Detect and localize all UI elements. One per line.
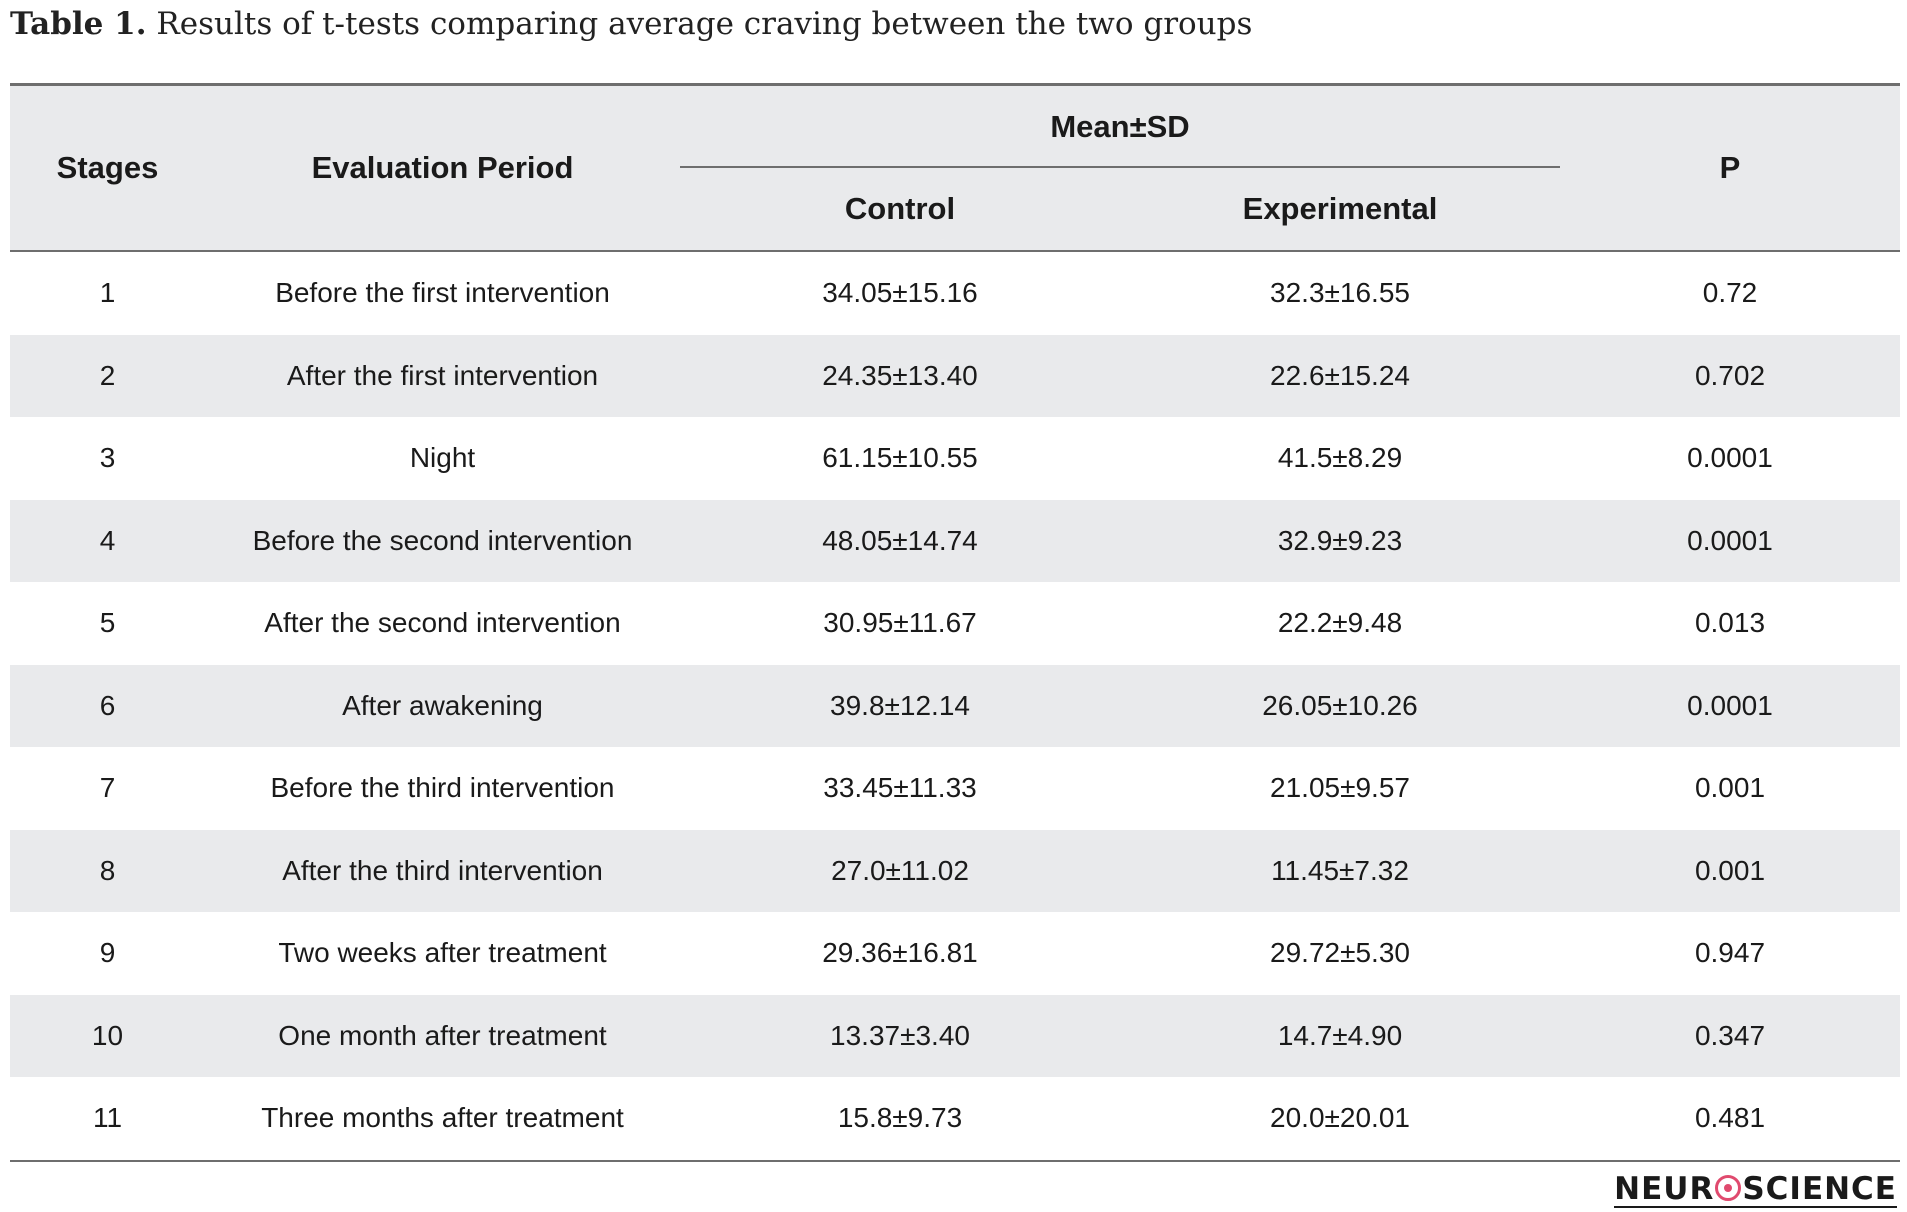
table-row: 5 After the second intervention 30.95±11.6…: [10, 582, 1900, 665]
cell-p: 0.947: [1694, 937, 1766, 969]
cell-stage: 4: [99, 524, 116, 556]
header-experimental: Experimental: [1120, 168, 1560, 252]
cell-stage: 3: [99, 442, 116, 474]
cell-control: 34.05±15.16: [822, 277, 978, 309]
cell-control: 24.35±13.40: [822, 359, 978, 391]
cell-evaluation-period: Night: [409, 442, 476, 474]
cell-evaluation-period: One month after treatment: [278, 1019, 607, 1051]
cell-evaluation-period: Two weeks after treatment: [278, 937, 607, 969]
cell-stage: 2: [99, 359, 116, 391]
cell-stage: 7: [99, 772, 116, 804]
cell-evaluation-period: Before the second intervention: [252, 524, 633, 556]
cell-experimental: 41.5±8.29: [1277, 442, 1403, 474]
cell-experimental: 20.0±20.01: [1120, 1077, 1560, 1162]
cell-experimental: 29.72±5.30: [1270, 937, 1410, 969]
cell-p: 0.0001: [1687, 524, 1773, 556]
header-evaluation-period: Evaluation Period: [205, 84, 680, 252]
cell-control: 39.8±12.14: [830, 689, 970, 721]
table-row: 11 Three months after treatment 15.8±9.73 2…: [10, 1077, 1900, 1162]
table-row: 4 Before the second intervention 48.05±14.…: [10, 499, 1900, 582]
table-row: 1 Before the first intervention 34.05±15.1…: [10, 251, 1900, 335]
cell-p: 0.001: [1694, 854, 1766, 886]
cell-experimental: 22.6±15.24: [1270, 359, 1410, 391]
cell-control: 27.0±11.02: [831, 854, 969, 886]
brain-logo-icon: [1715, 1175, 1742, 1201]
table-body: 1 Before the first intervention 34.05±15.1…: [10, 251, 1900, 1162]
header-stages: Stages: [10, 84, 205, 252]
table-row: 7 Before the third intervention 33.45±11.3…: [10, 747, 1900, 830]
cell-p: 0.347: [1694, 1019, 1766, 1051]
cell-control: 15.8±9.73: [680, 1077, 1120, 1162]
header-p: P: [1560, 84, 1900, 252]
table-caption: Table 1. Results of t-tests comparing av…: [10, 6, 1252, 42]
header-mean-sd-label: Mean±SD: [1050, 109, 1190, 144]
header-group-divider: [680, 166, 1560, 168]
table-caption-label: Table 1.: [10, 6, 147, 42]
table-row: 8 After the third intervention 27.0±11.02 1…: [10, 829, 1900, 912]
logo-text-start: NEUR: [1614, 1171, 1715, 1207]
cell-control: 33.45±11.33: [823, 772, 977, 804]
cell-control: 29.36±16.81: [822, 937, 978, 969]
cell-stage: 11: [10, 1077, 205, 1162]
cell-p: 0.72: [1702, 277, 1758, 309]
results-table: Stages Evaluation Period Mean±SD P Contr…: [10, 83, 1900, 1162]
logo-text-end: SCIENCE: [1742, 1171, 1897, 1207]
table-row: 9 Two weeks after treatment 29.36±16.81 29.…: [10, 912, 1900, 995]
cell-p: 0.0001: [1687, 442, 1773, 474]
cell-stage: 6: [99, 689, 116, 721]
cell-p: 0.702: [1694, 359, 1766, 391]
cell-experimental: 11.45±7.32: [1271, 854, 1409, 886]
cell-evaluation-period: Before the third intervention: [270, 772, 615, 804]
header-row-top: Stages Evaluation Period Mean±SD P: [10, 84, 1900, 252]
table-row: 2 After the first intervention 24.35±13.40…: [10, 334, 1900, 417]
cell-evaluation-period: After the first intervention: [286, 359, 599, 391]
cell-p: 0.001: [1694, 772, 1766, 804]
table-row: 3 Night 61.15±10.55 41.5±8.29 0.0001: [10, 417, 1900, 500]
cell-control: 13.37±3.40: [830, 1019, 970, 1051]
cell-control: 48.05±14.74: [822, 524, 978, 556]
neuroscience-logo: NEUR SCIENCE: [1614, 1172, 1897, 1208]
table-row: 6 After awakening 39.8±12.14 26.05±10.26 0.0…: [10, 664, 1900, 747]
cell-evaluation-period: Before the first intervention: [275, 277, 610, 309]
cell-control: 61.15±10.55: [822, 442, 978, 474]
header-mean-sd: Mean±SD: [680, 85, 1560, 168]
cell-stage: 10: [91, 1019, 124, 1051]
header-control: Control: [680, 168, 1120, 252]
cell-control: 30.95±11.67: [823, 607, 977, 639]
table-row: 10 One month after treatment 13.37±3.40 14.…: [10, 994, 1900, 1077]
cell-stage: 5: [99, 607, 116, 639]
cell-stage: 9: [99, 937, 116, 969]
cell-evaluation-period: Three months after treatment: [205, 1077, 680, 1162]
cell-p: 0.481: [1560, 1077, 1900, 1162]
cell-experimental: 26.05±10.26: [1262, 689, 1418, 721]
cell-stage: 8: [99, 854, 116, 886]
cell-stage: 1: [99, 277, 116, 309]
cell-experimental: 32.9±9.23: [1277, 524, 1403, 556]
cell-experimental: 21.05±9.57: [1270, 772, 1410, 804]
cell-experimental: 32.3±16.55: [1270, 277, 1410, 309]
cell-experimental: 14.7±4.90: [1277, 1019, 1403, 1051]
cell-evaluation-period: After awakening: [342, 689, 543, 721]
table-caption-text: Results of t-tests comparing average cra…: [156, 6, 1253, 42]
cell-p: 0.013: [1694, 607, 1766, 639]
cell-experimental: 22.2±9.48: [1277, 607, 1403, 639]
cell-evaluation-period: After the second intervention: [264, 607, 621, 639]
cell-p: 0.0001: [1687, 689, 1773, 721]
cell-evaluation-period: After the third intervention: [282, 854, 603, 886]
